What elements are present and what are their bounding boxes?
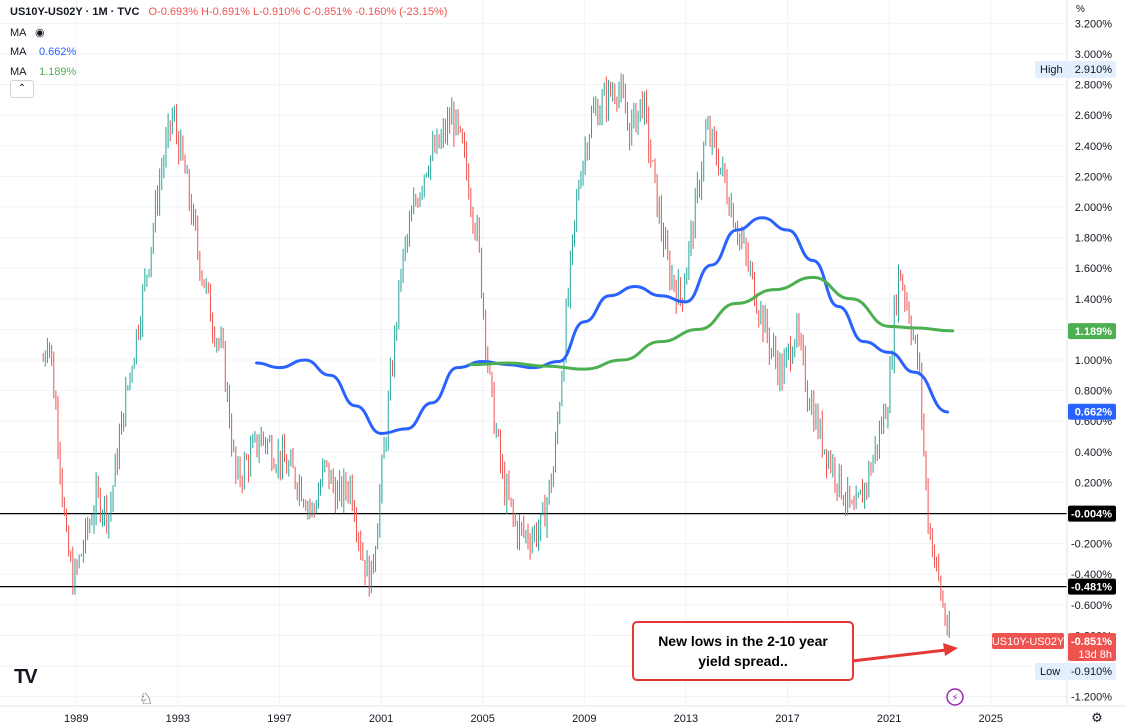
level1-tag-bg: [1068, 505, 1116, 522]
time-tick-label: 1993: [166, 713, 190, 725]
time-axis: 1989 1993 1997 2001 2005 2009 2013 2017 2021 2025…: [0, 688, 1126, 726]
annotation-arrow: [851, 643, 958, 663]
eye-hidden-icon[interactable]: ◉: [34, 27, 45, 39]
ohlc-values: O-0.693% H-0.691% L-0.910% C-0.851% -0.1…: [148, 6, 448, 18]
arrow-head: [943, 643, 958, 656]
time-tick-label: 2001: [369, 713, 393, 725]
ma-slow-tag: 1.189%: [1068, 323, 1116, 340]
price-tags: High 2.910% 1.189% 0.662% -0.004% -0.481% US10…: [992, 61, 1116, 680]
price-tick-label: -0.600%: [1071, 600, 1112, 612]
ma-slow-value: 1.189%: [38, 66, 77, 78]
ma-fast-label: MA: [10, 46, 26, 58]
level2-tag: -0.481%: [1068, 578, 1116, 595]
price-axis: 3.200% 3.000% 2.800% 2.600% 2.400% 2.200% 2.00…: [1066, 0, 1126, 728]
arrow-shaft: [851, 648, 947, 663]
price-tick-label: 1.000%: [1075, 355, 1113, 367]
time-tick-label: 2009: [572, 713, 596, 725]
level2-tag-bg: [1068, 578, 1116, 595]
time-tick-label: 2017: [775, 713, 799, 725]
ma-slow-label: MA: [10, 66, 26, 78]
price-tick-label: 2.800%: [1075, 80, 1113, 92]
horizontal-lines: [0, 512, 1067, 588]
price-tick-label: 3.200%: [1075, 18, 1113, 30]
ma-fast-tag-bg: [1068, 403, 1116, 420]
ma-fast-line: [255, 216, 950, 435]
tradingview-logo-icon[interactable]: TV: [14, 666, 38, 688]
moving-average-lines: [255, 216, 955, 435]
legend-row-ma-slow[interactable]: MA 1.189%: [10, 66, 76, 78]
legend-row-indicator[interactable]: MA ◉: [10, 27, 45, 39]
ma-slow-tag-text: 1.189%: [1075, 326, 1113, 338]
ma-fast-tag: 0.662%: [1068, 403, 1116, 420]
time-tick-label: 2021: [877, 713, 901, 725]
price-unit-label: %: [1076, 4, 1085, 15]
chart-grid: [0, 0, 1067, 706]
price-tick-label: 2.000%: [1075, 202, 1113, 214]
level1-tag-text: -0.004%: [1071, 509, 1112, 521]
time-tick-label: 2005: [470, 713, 494, 725]
price-tick-label: 2.200%: [1075, 171, 1113, 183]
time-tick-label: 1989: [64, 713, 88, 725]
symbol-title: US10Y-US02Y · 1M · TVC: [10, 6, 140, 18]
ma-slow-line: [468, 275, 955, 371]
high-tag-bg: [1035, 61, 1116, 78]
price-tick-label: 0.800%: [1075, 386, 1113, 398]
time-tick-label: 1997: [267, 713, 291, 725]
ma-fast-value: 0.662%: [38, 46, 77, 58]
candles: [42, 73, 950, 639]
chevron-up-icon: ⌃: [17, 83, 27, 94]
price-tick-label: 1.600%: [1075, 263, 1113, 275]
time-tick-label: 2025: [979, 713, 1003, 725]
price-tick-label: 1.400%: [1075, 294, 1113, 306]
lightning-icon[interactable]: [946, 688, 964, 706]
price-tick-label: -0.200%: [1071, 539, 1112, 551]
ma-fast-tag-text: 0.662%: [1075, 407, 1113, 419]
price-tick-label: 2.600%: [1075, 110, 1113, 122]
annotation-callout[interactable]: New lows in the 2-10 year yield spread..: [632, 621, 854, 681]
low-value: -0.910%: [1071, 666, 1112, 678]
price-tick-label: 0.200%: [1075, 477, 1113, 489]
dino-icon: ♘: [139, 689, 153, 708]
countdown-text: 13d 8h: [1078, 649, 1112, 661]
symbol-tag-bg: [992, 633, 1064, 649]
last-price-tag: US10Y-US02Y -0.851%13d 8h: [992, 633, 1116, 661]
price-axis-bg: [1067, 0, 1126, 728]
collapse-legend-button[interactable]: ⌃: [10, 80, 34, 98]
gear-icon[interactable]: ⚙: [1091, 711, 1103, 726]
price-tick-label: 3.000%: [1075, 49, 1113, 61]
price-tick-label: -1.200%: [1071, 692, 1112, 704]
legend-row-ma-fast[interactable]: MA 0.662%: [10, 46, 76, 58]
symbol-tag-text: US10Y-US02Y: [992, 636, 1065, 648]
low-tag: Low -0.910%: [1035, 663, 1116, 680]
ma-slow-tag-bg: [1068, 323, 1116, 340]
price-tick-label: 2.400%: [1075, 141, 1113, 153]
last-price-bg: [1068, 633, 1116, 661]
price-tick-label: -0.400%: [1071, 569, 1112, 581]
level2-tag-text: -0.481%: [1071, 582, 1112, 594]
annotation-text: New lows in the 2-10 year yield spread..: [658, 633, 828, 669]
chart-header: US10Y-US02Y · 1M · TVC O-0.693% H-0.691%…: [10, 6, 447, 18]
last-price-text: -0.851%: [1071, 636, 1112, 648]
price-tick-label: 0.400%: [1075, 447, 1113, 459]
high-label: High: [1040, 64, 1063, 76]
time-tick-label: 2013: [674, 713, 698, 725]
low-tag-bg: [1035, 663, 1116, 680]
low-label: Low: [1040, 666, 1060, 678]
lightning-glyph: ⚡: [951, 693, 958, 704]
high-value: 2.910%: [1075, 64, 1113, 76]
price-tick-label: 1.800%: [1075, 233, 1113, 245]
high-tag: High 2.910%: [1035, 61, 1116, 78]
level1-tag: -0.004%: [1068, 505, 1116, 522]
